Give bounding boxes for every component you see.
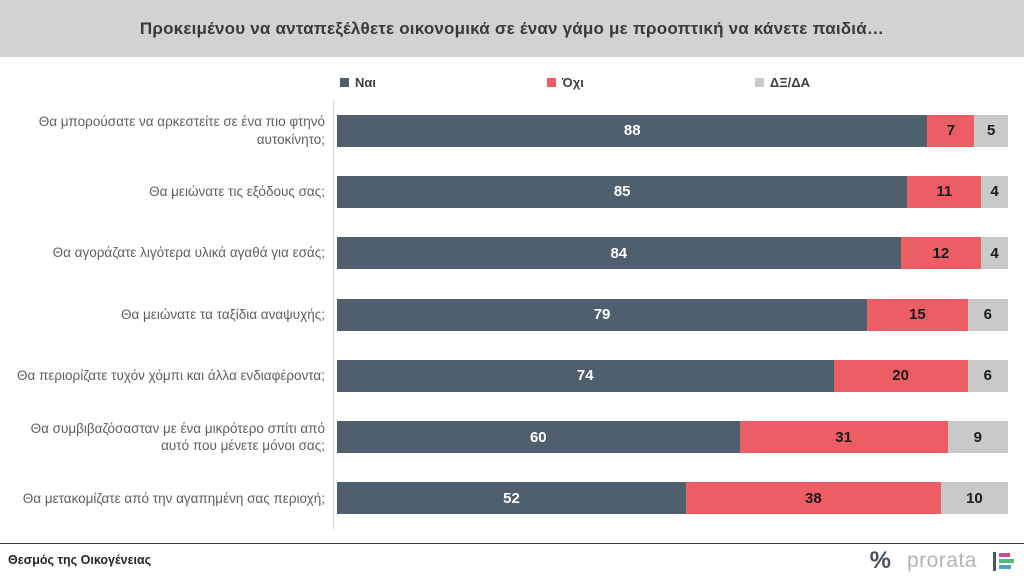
bar-track: 79 15 6	[337, 298, 1008, 331]
chart-row: Θα μειώνατε τα ταξίδια αναψυχής; 79 15 6	[0, 284, 1024, 345]
legend-label: ΔΞ/ΔΑ	[769, 74, 810, 90]
bar-segment-dxda: 6	[967, 298, 1008, 331]
brand-mark-bar	[999, 553, 1010, 557]
legend-swatch-icon	[547, 77, 557, 87]
footer-divider	[0, 543, 1024, 544]
brand-wordmark: prorata	[906, 549, 977, 572]
bar-track: 85 11 4	[337, 175, 1008, 208]
brand-mark-bar	[999, 559, 1014, 563]
chart-row: Θα περιορίζατε τυχόν χόμπι και άλλα ενδι…	[0, 345, 1024, 406]
bar-segment-ochi: 12	[900, 237, 982, 270]
bar-segment-ochi: 7	[927, 114, 975, 147]
bar-track: 52 38 10	[337, 482, 1008, 515]
category-label: Θα περιορίζατε τυχόν χόμπι και άλλα ενδι…	[16, 368, 325, 384]
chart-row: Θα συμβιβαζόσασταν με ένα μικρότερο σπίτ…	[0, 406, 1024, 467]
bar-segment-ochi: 20	[833, 359, 968, 392]
bar-track: 74 20 6	[337, 359, 1008, 392]
brand-mark-axis	[993, 551, 996, 571]
bar-track: 60 31 9	[337, 421, 1008, 454]
chart-row: Θα μειώνατε τις εξόδους σας; 85 11 4	[0, 161, 1024, 222]
category-label: Θα μειώνατε τα ταξίδια αναψυχής;	[120, 306, 325, 322]
chart-legend: Ναι Όχι ΔΞ/ΔΑ	[340, 71, 810, 93]
brand-logo: % prorata	[870, 547, 1014, 575]
footer-source-label: Θεσμός της Οικογένειας	[8, 553, 152, 567]
brand-mark-bars	[999, 553, 1014, 569]
bar-track: 84 12 4	[337, 237, 1008, 270]
percent-logo-icon: %	[869, 547, 891, 574]
legend-item-1: Όχι	[547, 75, 584, 90]
bar-segment-nai: 74	[337, 359, 834, 392]
bar-segment-nai: 79	[337, 298, 868, 331]
bar-segment-dxda: 5	[974, 114, 1008, 147]
category-label: Θα μετακομίζατε από την αγαπημένη σας πε…	[22, 490, 325, 506]
bar-segment-dxda: 6	[967, 359, 1008, 392]
stacked-bar-chart: Θα μπορούσατε να αρκεστείτε σε ένα πιο φ…	[0, 100, 1024, 529]
category-label: Θα μπορούσατε να αρκεστείτε σε ένα πιο φ…	[38, 114, 325, 147]
category-label: Θα αγοράζατε λιγότερα υλικά αγαθά για εσ…	[52, 245, 325, 261]
category-label: Θα συμβιβαζόσασταν με ένα μικρότερο σπίτ…	[30, 420, 325, 454]
legend-label: Ναι	[355, 74, 376, 90]
bar-segment-dxda: 4	[981, 175, 1008, 208]
chart-row: Θα μετακομίζατε από την αγαπημένη σας πε…	[0, 468, 1024, 529]
legend-swatch-icon	[754, 77, 764, 87]
bar-segment-nai: 85	[337, 175, 908, 208]
bar-segment-dxda: 9	[947, 421, 1008, 454]
bar-segment-ochi: 38	[685, 482, 941, 515]
title-bar: Προκειμένου να ανταπεξέλθετε οικονομικά …	[0, 0, 1024, 57]
brand-mark-bar	[999, 565, 1011, 569]
brand-barchart-icon	[993, 551, 1014, 571]
legend-item-2: ΔΞ/ΔΑ	[754, 74, 810, 90]
page-title: Προκειμένου να ανταπεξέλθετε οικονομικά …	[139, 18, 885, 38]
chart-row: Θα μπορούσατε να αρκεστείτε σε ένα πιο φ…	[0, 100, 1024, 161]
category-label: Θα μειώνατε τις εξόδους σας;	[149, 184, 325, 200]
bar-segment-dxda: 4	[981, 237, 1008, 270]
bar-segment-ochi: 11	[907, 175, 982, 208]
legend-item-0: Ναι	[340, 75, 376, 90]
y-axis-line	[333, 100, 334, 530]
bar-segment-ochi: 15	[867, 298, 968, 331]
bar-segment-nai: 88	[337, 114, 928, 147]
bar-segment-nai: 84	[337, 237, 901, 270]
bar-segment-dxda: 10	[940, 482, 1008, 515]
bar-segment-nai: 52	[337, 482, 686, 515]
bar-segment-nai: 60	[337, 421, 740, 454]
legend-swatch-icon	[340, 77, 349, 87]
legend-label: Όχι	[562, 74, 584, 90]
bar-track: 88 7 5	[337, 114, 1008, 147]
bar-segment-ochi: 31	[739, 421, 948, 454]
chart-row: Θα αγοράζατε λιγότερα υλικά αγαθά για εσ…	[0, 223, 1024, 284]
